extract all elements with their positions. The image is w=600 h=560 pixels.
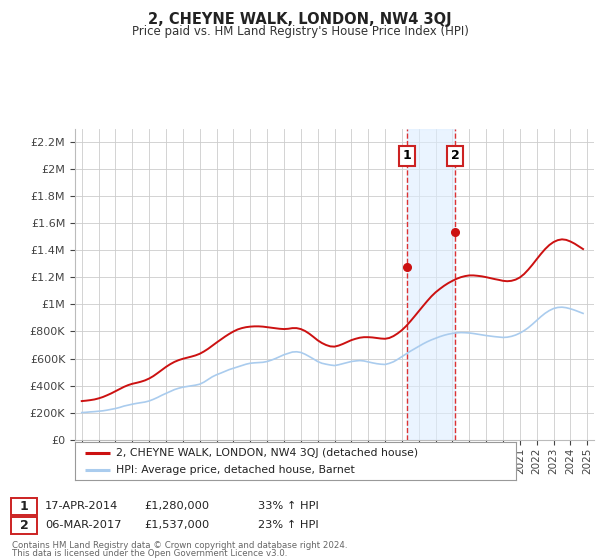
Text: Contains HM Land Registry data © Crown copyright and database right 2024.: Contains HM Land Registry data © Crown c…: [12, 541, 347, 550]
Text: Price paid vs. HM Land Registry's House Price Index (HPI): Price paid vs. HM Land Registry's House …: [131, 25, 469, 38]
Text: 2, CHEYNE WALK, LONDON, NW4 3QJ: 2, CHEYNE WALK, LONDON, NW4 3QJ: [148, 12, 452, 27]
Text: 17-APR-2014: 17-APR-2014: [45, 501, 118, 511]
Text: 33% ↑ HPI: 33% ↑ HPI: [258, 501, 319, 511]
Text: 2, CHEYNE WALK, LONDON, NW4 3QJ (detached house): 2, CHEYNE WALK, LONDON, NW4 3QJ (detache…: [116, 448, 418, 458]
Bar: [407, 129, 455, 440]
Text: 2: 2: [20, 519, 28, 532]
Text: 2: 2: [451, 150, 460, 162]
Text: 1: 1: [403, 150, 411, 162]
Text: 06-MAR-2017: 06-MAR-2017: [45, 520, 121, 530]
Text: £1,537,000: £1,537,000: [144, 520, 209, 530]
Text: HPI: Average price, detached house, Barnet: HPI: Average price, detached house, Barn…: [116, 465, 355, 475]
Text: 1: 1: [20, 500, 28, 513]
Text: This data is licensed under the Open Government Licence v3.0.: This data is licensed under the Open Gov…: [12, 549, 287, 558]
Text: £1,280,000: £1,280,000: [144, 501, 209, 511]
Text: 23% ↑ HPI: 23% ↑ HPI: [258, 520, 319, 530]
